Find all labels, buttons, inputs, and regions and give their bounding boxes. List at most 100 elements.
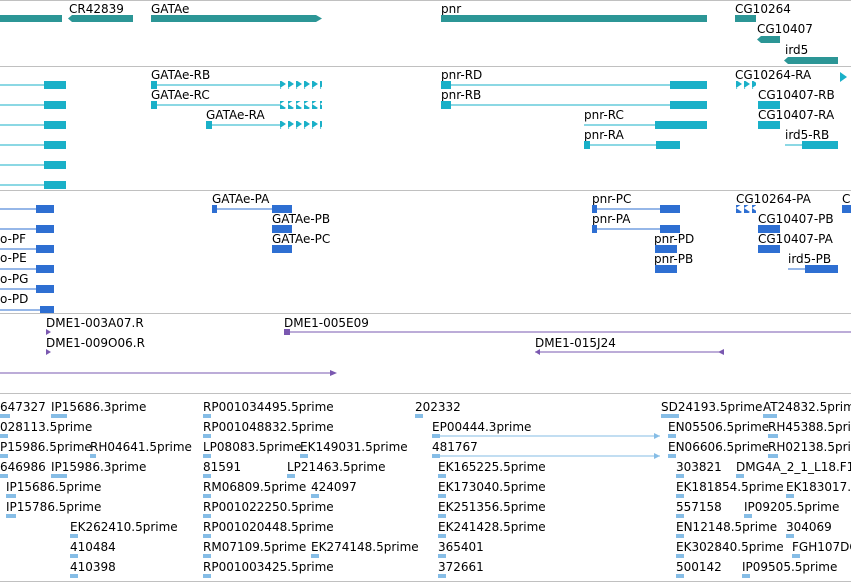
protein-cg10407-pa[interactable]: CG10407-PA: [758, 232, 834, 253]
protein-o-pf[interactable]: o-PF: [0, 225, 54, 246]
protein-gatae-pb[interactable]: GATAe-PB: [272, 212, 330, 233]
transcript-ird5-rb[interactable]: ird5-RB: [785, 128, 838, 149]
est-label[interactable]: IP15686.5prime: [6, 480, 101, 494]
est-label[interactable]: 304069: [786, 520, 832, 534]
gene-cr42839[interactable]: CR42839: [68, 2, 133, 22]
est-label[interactable]: EK173040.5prime: [438, 480, 546, 494]
est-label[interactable]: 365401: [438, 540, 484, 554]
est-label[interactable]: LP08083.5prime: [203, 440, 302, 454]
transcript-gatae-rc[interactable]: GATAe-RC: [151, 88, 322, 109]
est-label[interactable]: P15986.5prime: [0, 440, 92, 454]
est-label[interactable]: 500142: [676, 560, 722, 574]
est-label[interactable]: 372661: [438, 560, 484, 574]
protein-left-1[interactable]: [0, 205, 54, 213]
est-label[interactable]: EK241428.5prime: [438, 520, 546, 534]
gene-ird5[interactable]: ird5: [784, 43, 838, 64]
est-label[interactable]: IP09505.5prime: [742, 560, 837, 574]
transcript-gatae-ra[interactable]: GATAe-RA: [206, 108, 322, 129]
protein-pnr-pc[interactable]: pnr-PC: [592, 192, 680, 213]
transcript-pnr-rb[interactable]: pnr-RB: [441, 88, 707, 109]
est-label[interactable]: AT24832.5prime: [763, 400, 851, 414]
transcript-pnr-rc[interactable]: pnr-RC: [584, 108, 707, 129]
est-label[interactable]: EK251356.5prime: [438, 500, 546, 514]
protein-cg10264-pa[interactable]: CG10264-PA: [736, 192, 812, 213]
protein-o-pg[interactable]: o-PG: [0, 265, 54, 286]
transcript-left-5[interactable]: [0, 161, 66, 169]
est-label[interactable]: RP001022250.5prime: [203, 500, 334, 514]
est-label[interactable]: 028113.5prime: [0, 420, 92, 434]
protein-ird5-pb[interactable]: ird5-PB: [788, 252, 838, 273]
clone-dme1-015j24[interactable]: DME1-015J24: [535, 336, 724, 355]
protein-label: pnr-PC: [592, 192, 631, 206]
transcript-left-2[interactable]: [0, 101, 66, 109]
gene-gatae[interactable]: GATAe: [151, 2, 322, 22]
est-label[interactable]: RH04641.5prime: [90, 440, 192, 454]
est-label[interactable]: IP15786.5prime: [6, 500, 101, 514]
protein-o-pe[interactable]: o-PE: [0, 245, 54, 265]
est-label[interactable]: FGH107DC: [792, 540, 851, 554]
est-label[interactable]: EK183017.: [786, 480, 851, 494]
protein-right-partial[interactable]: C: [842, 192, 851, 213]
clone-dme1-005e09[interactable]: DME1-005E09: [284, 316, 851, 335]
est-label[interactable]: EK262410.5prime: [70, 520, 178, 534]
transcript-cg10264-ra[interactable]: CG10264-RA: [735, 68, 812, 89]
est-label[interactable]: EN05506.5prime: [668, 420, 769, 434]
est-label[interactable]: RP001034495.5prime: [203, 400, 334, 414]
est-label[interactable]: 202332: [415, 400, 461, 414]
transcript-pnr-rd[interactable]: pnr-RD: [441, 68, 707, 89]
est-label[interactable]: SD24193.5prime: [661, 400, 762, 414]
est-label[interactable]: RP001020448.5prime: [203, 520, 334, 534]
est-label[interactable]: EN12148.5prime: [676, 520, 777, 534]
est-label[interactable]: 646986: [0, 460, 46, 474]
est-label[interactable]: EP00444.3prime: [432, 420, 531, 434]
transcript-right-partial[interactable]: [840, 72, 847, 82]
protein-pnr-pb[interactable]: pnr-PB: [654, 252, 693, 273]
gene-cg10407[interactable]: CG10407: [757, 22, 813, 43]
protein-gatae-pa[interactable]: GATAe-PA: [212, 192, 292, 213]
est-label[interactable]: IP15686.3prime: [51, 400, 146, 414]
protein-pnr-pa[interactable]: pnr-PA: [592, 212, 680, 233]
est-label[interactable]: 303821: [676, 460, 722, 474]
est-label[interactable]: LP21463.5prime: [287, 460, 386, 474]
gene-cg10264[interactable]: CG10264: [735, 2, 791, 22]
transcript-left-4[interactable]: [0, 141, 66, 149]
transcript-gatae-rb[interactable]: GATAe-RB: [151, 68, 322, 89]
transcript-cg10407-ra[interactable]: CG10407-RA: [758, 108, 835, 129]
clone-dme1-003a07-r[interactable]: DME1-003A07.R: [46, 316, 144, 335]
transcript-cg10407-rb[interactable]: CG10407-RB: [758, 88, 835, 109]
protein-gatae-pc[interactable]: GATAe-PC: [272, 232, 330, 253]
est-label[interactable]: EK149031.5prime: [300, 440, 408, 454]
est-label[interactable]: EK274148.5prime: [311, 540, 419, 554]
protein-o-pd[interactable]: o-PD: [0, 285, 54, 313]
est-label[interactable]: 481767: [432, 440, 478, 454]
protein-cg10407-pb[interactable]: CG10407-PB: [758, 212, 834, 233]
est-label[interactable]: 647327: [0, 400, 46, 414]
est-label[interactable]: RP001048832.5prime: [203, 420, 334, 434]
transcript-left-3[interactable]: [0, 121, 66, 129]
est-label[interactable]: RM07109.5prime: [203, 540, 306, 554]
est-label[interactable]: 410398: [70, 560, 116, 574]
gene-pnr[interactable]: pnr: [441, 2, 707, 22]
clone-left-partial[interactable]: [0, 370, 337, 376]
est-label[interactable]: EN06606.5prime: [668, 440, 769, 454]
transcript-left-1[interactable]: [0, 81, 66, 89]
est-label[interactable]: RM06809.5prime: [203, 480, 306, 494]
est-label[interactable]: 557158: [676, 500, 722, 514]
est-label[interactable]: DMG4A_2_1_L18.F1: [736, 460, 851, 474]
est-label[interactable]: RH45388.5prime: [768, 420, 851, 434]
transcript-left-6[interactable]: [0, 181, 66, 189]
est-label[interactable]: 81591: [203, 460, 241, 474]
est-label[interactable]: IP09205.5prime: [744, 500, 839, 514]
est-label[interactable]: EK181854.5prime: [676, 480, 784, 494]
est-label[interactable]: RH02138.5prime: [768, 440, 851, 454]
gene-feature[interactable]: [0, 15, 62, 22]
est-label[interactable]: RP001003425.5prime: [203, 560, 334, 574]
est-label[interactable]: 424097: [311, 480, 357, 494]
est-label[interactable]: EK165225.5prime: [438, 460, 546, 474]
protein-pnr-pd[interactable]: pnr-PD: [654, 232, 694, 253]
clone-dme1-009o06-r[interactable]: DME1-009O06.R: [46, 336, 145, 355]
transcript-pnr-ra[interactable]: pnr-RA: [584, 128, 680, 149]
est-label[interactable]: EK302840.5prime: [676, 540, 784, 554]
est-label[interactable]: 410484: [70, 540, 116, 554]
est-label[interactable]: IP15986.3prime: [51, 460, 146, 474]
